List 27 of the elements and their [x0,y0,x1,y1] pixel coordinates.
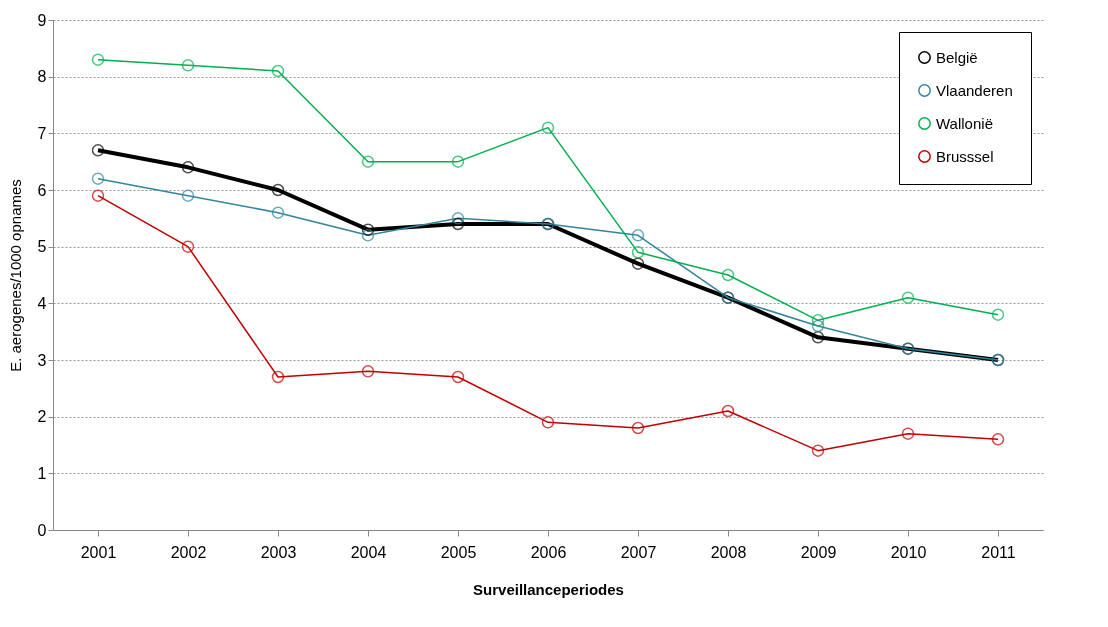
y-tick-label: 2 [37,408,47,426]
x-axis-title: Surveillanceperiodes [473,580,624,598]
x-tick-label: 2004 [350,543,387,561]
legend-label: België [936,48,978,66]
legend-label: Vlaanderen [936,81,1013,99]
y-tick-label: 1 [37,464,47,482]
y-axis-title: E. aerogenes/1000 opnames [6,179,24,372]
y-tick-label: 3 [37,351,47,369]
x-tick-label: 2003 [260,543,297,561]
legend-label: Brusssel [936,147,994,165]
x-tick-label: 2005 [440,543,477,561]
y-tick-label: 0 [37,521,47,539]
y-tick-label: 5 [37,238,47,256]
y-tick-label: 9 [37,11,47,29]
y-tick-label: 6 [37,181,47,199]
x-tick-label: 2010 [890,543,927,561]
legend-label: Wallonië [936,114,993,132]
y-tick-label: 8 [37,68,47,86]
x-tick-label: 2002 [170,543,207,561]
x-tick-label: 2008 [710,543,747,561]
x-tick-label: 2006 [530,543,567,561]
x-tick-label: 2001 [80,543,117,561]
y-tick-label: 7 [37,124,47,142]
x-tick-label: 2009 [800,543,837,561]
x-tick-label: 2007 [620,543,657,561]
y-tick-label: 4 [37,294,47,312]
x-tick-label: 2011 [981,543,1016,561]
